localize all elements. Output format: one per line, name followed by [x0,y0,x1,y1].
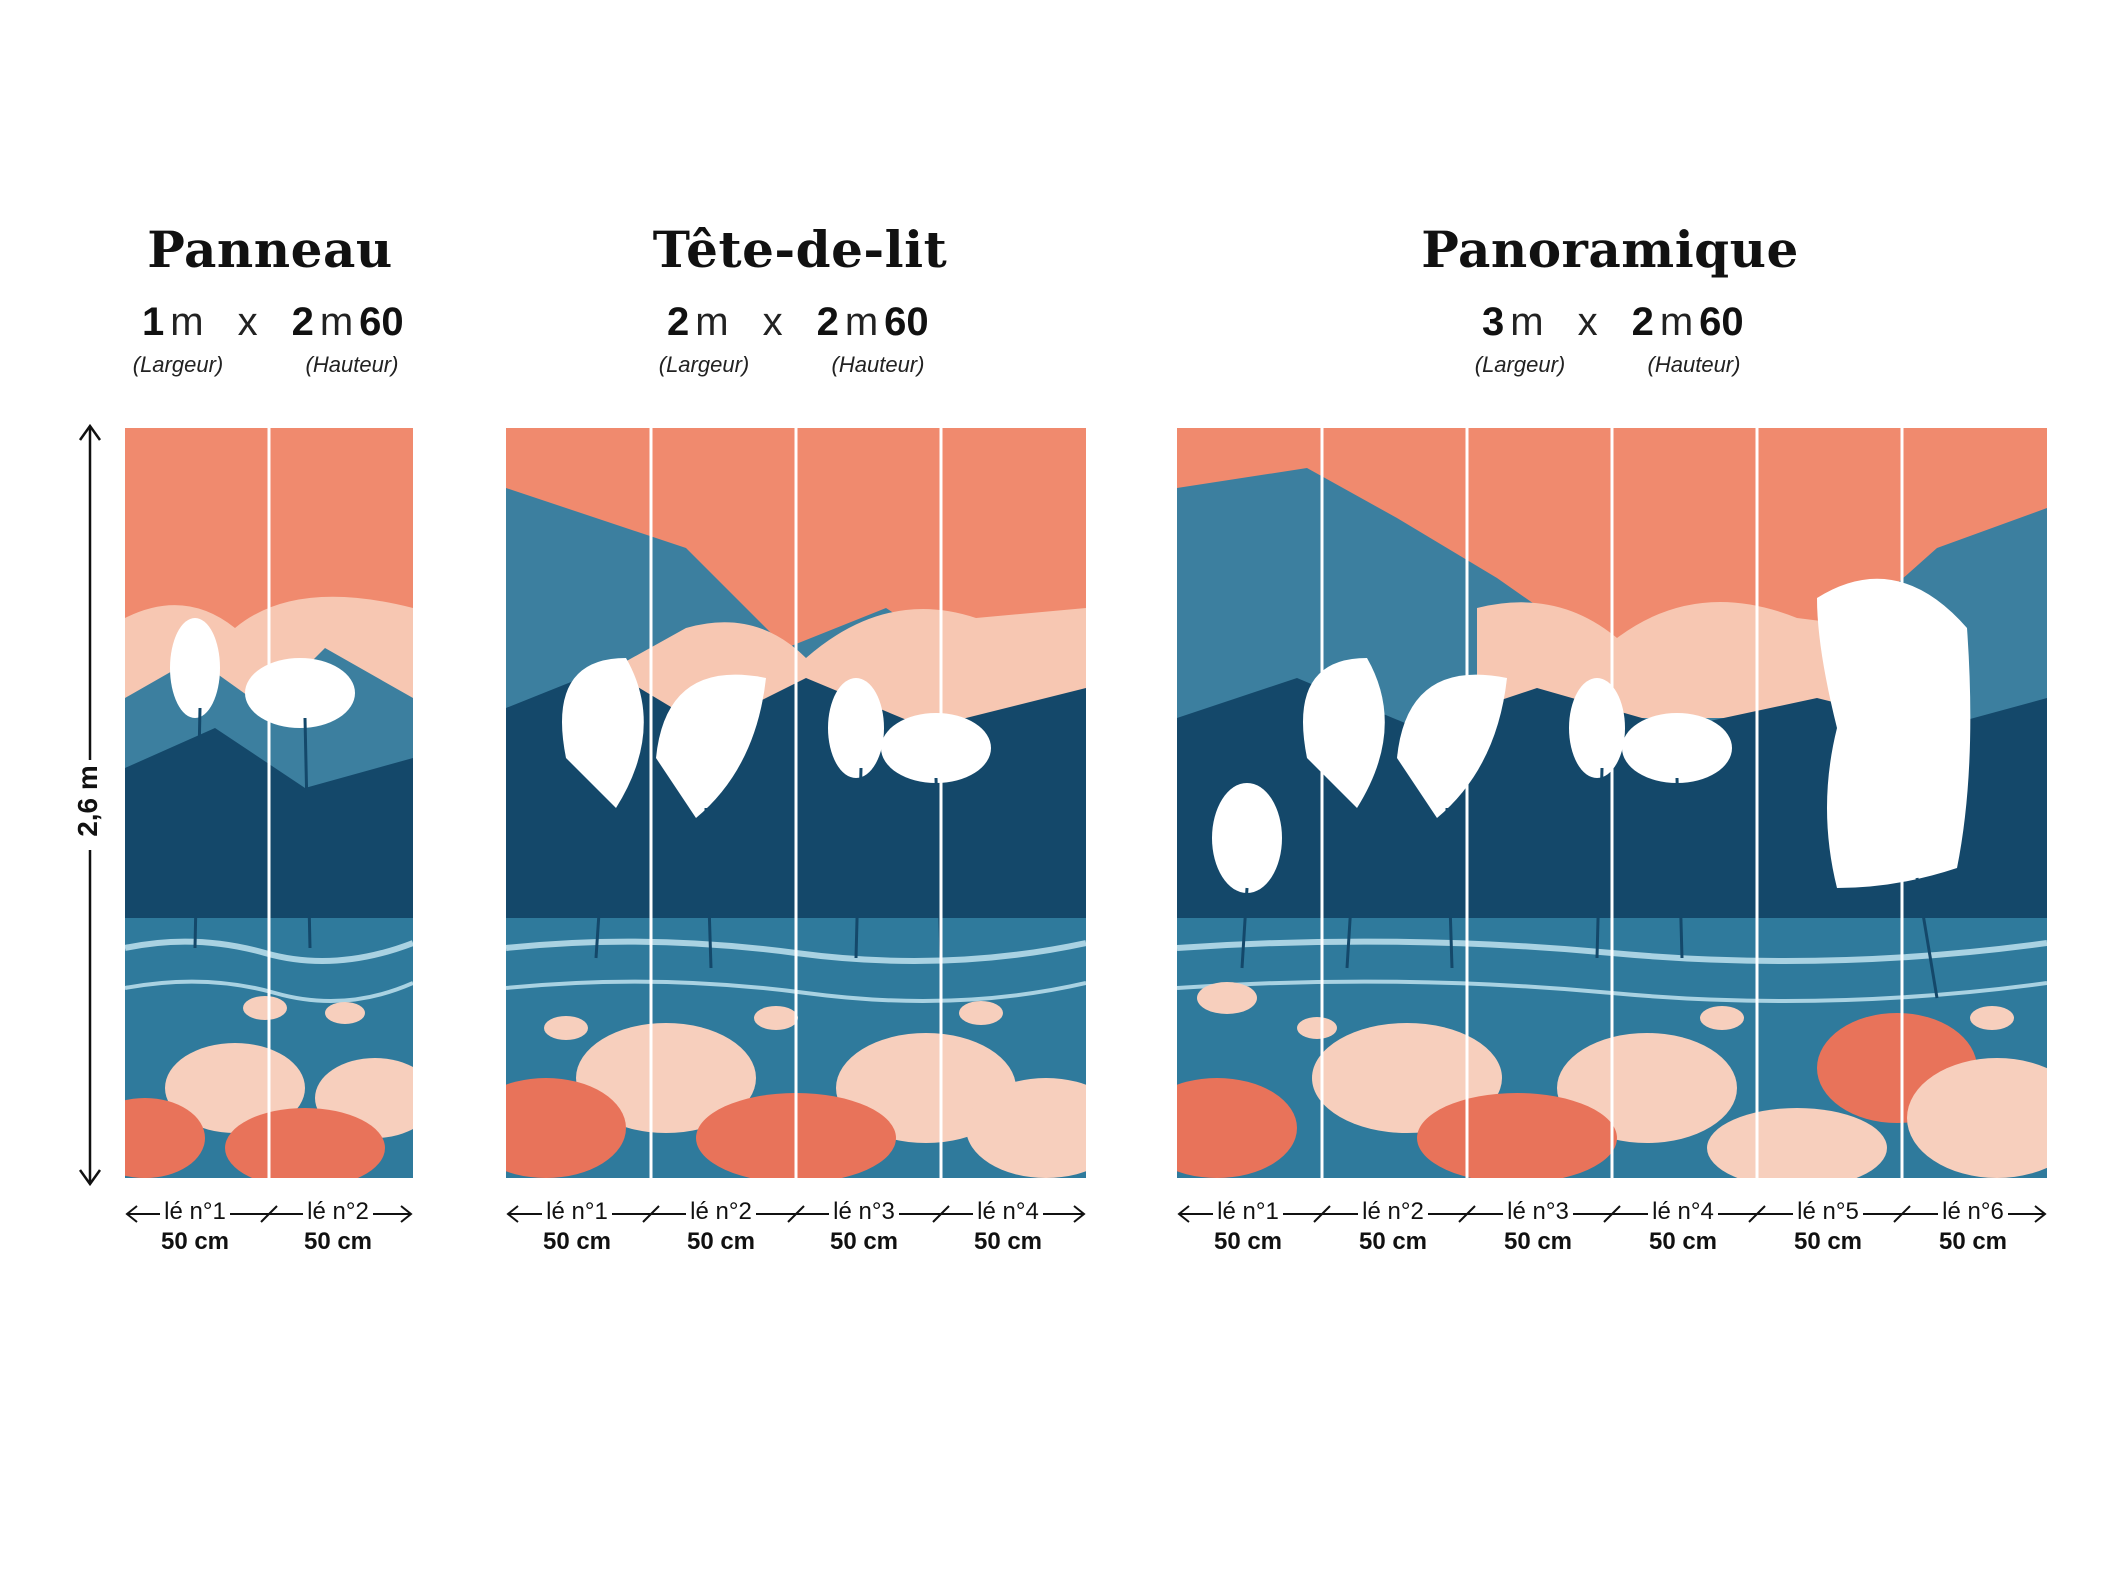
times-sign: x [762,300,783,344]
width-value: 2 [667,300,690,344]
strip-size: 50 cm [973,1228,1043,1255]
format-dimensions-panoramique: 3 m x 2 m 60 [1482,300,1744,345]
strip-label: lé n°6 [1938,1198,2008,1226]
height-decimal: 60 [359,300,404,344]
strip-size: 50 cm [829,1228,899,1255]
format-title-panneau: Panneau [147,220,393,279]
width-caption: (Largeur) [1474,352,1566,377]
width-value: 3 [1482,300,1505,344]
strip-size: 50 cm [1503,1228,1573,1255]
strip-label: lé n°3 [829,1198,899,1226]
strip-label: lé n°1 [1213,1198,1283,1226]
height-decimal: 60 [884,300,929,344]
strip-label: lé n°1 [160,1198,230,1226]
height-caption: (Hauteur) [831,352,925,377]
height-caption: (Hauteur) [1647,352,1741,377]
strip-arrows-panoramique [1177,1205,2047,1223]
strip-label: lé n°1 [542,1198,612,1226]
wallpaper-panel-tete-de-lit [506,428,1086,1178]
times-sign: x [237,300,258,344]
width-unit: m [695,300,729,344]
width-caption: (Largeur) [658,352,750,377]
width-unit: m [170,300,204,344]
width-unit: m [1510,300,1544,344]
height-caption: (Hauteur) [305,352,399,377]
wallpaper-panel-panneau [125,428,413,1178]
strip-size: 50 cm [542,1228,612,1255]
format-title-panoramique: Panoramique [1421,220,1799,279]
wallpaper-panel-panoramique [1177,428,2047,1178]
strip-size: 50 cm [1793,1228,1863,1255]
strip-label: lé n°2 [686,1198,756,1226]
strip-label: lé n°4 [1648,1198,1718,1226]
width-value: 1 [142,300,165,344]
times-sign: x [1577,300,1598,344]
strip-label: lé n°3 [1503,1198,1573,1226]
format-title-tete-de-lit: Tête-de-lit [652,220,948,279]
height-arrow [78,423,102,1187]
strip-size: 50 cm [160,1228,230,1255]
height-unit: m [319,300,354,344]
strip-label: lé n°5 [1793,1198,1863,1226]
format-dimensions-panneau: 1 m x 2 m 60 [142,300,404,345]
strip-size: 50 cm [1213,1228,1283,1255]
width-caption: (Largeur) [132,352,224,377]
height-value: 2 [1631,300,1654,344]
strip-size: 50 cm [686,1228,756,1255]
height-value: 2 [816,300,839,344]
height-decimal: 60 [1699,300,1744,344]
height-label: 2,6 m [71,765,103,837]
strip-size: 50 cm [1358,1228,1428,1255]
strip-size: 50 cm [1648,1228,1718,1255]
height-unit: m [1659,300,1694,344]
height-unit: m [844,300,879,344]
height-value: 2 [291,300,314,344]
strip-label: lé n°4 [973,1198,1043,1226]
strip-label: lé n°2 [1358,1198,1428,1226]
strip-label: lé n°2 [303,1198,373,1226]
strip-size: 50 cm [1938,1228,2008,1255]
strip-size: 50 cm [303,1228,373,1255]
format-dimensions-tete-de-lit: 2 m x 2 m 60 [667,300,929,345]
